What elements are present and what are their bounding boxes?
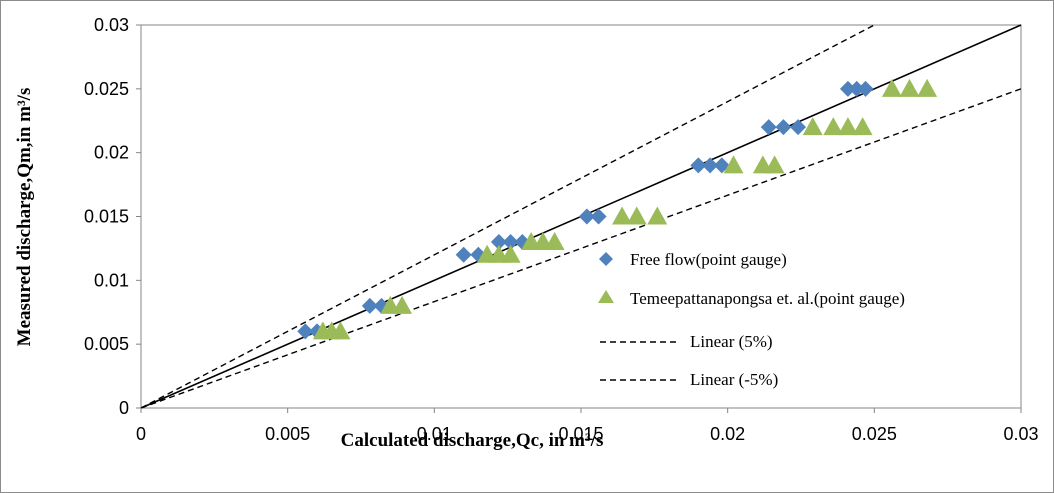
y-tick-label: 0.005: [84, 334, 129, 354]
temeepattanapongsa-point: [500, 244, 521, 263]
legend: Free flow(point gauge) Temeepattanapongs…: [598, 250, 905, 389]
legend-triangle-marker: [598, 290, 614, 303]
x-tick-label: 0.03: [1003, 424, 1038, 444]
x-tick-label: 0: [136, 424, 146, 444]
x-tick-label: 0.01: [417, 424, 452, 444]
ticks-layer: 0 0.005 0.01 0.015 0.02 0.025 0.03 0 0.005 0.01 0.…: [84, 15, 1039, 444]
y-tick-label: 0.025: [84, 79, 129, 99]
temeepattanapongsa-point: [881, 78, 902, 97]
legend-diamond-marker: [599, 252, 613, 266]
temeepattanapongsa-point: [899, 78, 920, 97]
y-tick-label: 0.01: [94, 270, 129, 290]
temeepattanapongsa-point: [612, 206, 633, 225]
temeepattanapongsa-point: [837, 117, 858, 136]
legend-label-free-flow: Free flow(point gauge): [630, 250, 787, 269]
free-flow-point: [361, 297, 378, 314]
temeepattanapongsa-point: [852, 117, 873, 136]
free-flow-point: [690, 157, 707, 174]
legend-item-free-flow: Free flow(point gauge): [599, 250, 787, 269]
y-tick-label: 0.015: [84, 207, 129, 227]
legend-label-linear-5: Linear (5%): [690, 332, 773, 351]
free-flow-point: [760, 119, 777, 136]
y-axis-title: Measured discharge,Qm,in m³/s: [14, 88, 35, 347]
y-tick-label: 0.02: [94, 143, 129, 163]
temeepattanapongsa-point: [330, 321, 351, 340]
legend-item-linear-5: Linear (5%): [600, 332, 773, 351]
free-flow-point: [775, 119, 792, 136]
x-tick-label: 0.02: [710, 424, 745, 444]
free-flow-point: [455, 246, 472, 263]
legend-label-temeepattanapongsa: Temeepattanapongsa et. al.(point gauge): [630, 289, 905, 308]
x-tick-label: 0.015: [558, 424, 603, 444]
free-flow-point: [590, 208, 607, 225]
free-flow-point: [848, 80, 865, 97]
free-flow-point: [790, 119, 807, 136]
free-flow-point: [578, 208, 595, 225]
temeepattanapongsa-point: [764, 155, 785, 174]
temeepattanapongsa-point: [544, 232, 565, 251]
y-tick-label: 0.03: [94, 15, 129, 35]
free-flow-point: [297, 323, 314, 340]
temeepattanapongsa-point: [392, 295, 413, 314]
linear-minus5-line: [140, 88, 1022, 409]
free-flow-point: [502, 234, 519, 251]
linear-plus5-line: [140, 24, 875, 409]
x-tick-label: 0.025: [852, 424, 897, 444]
free-flow-point: [702, 157, 719, 174]
temeepattanapongsa-point: [823, 117, 844, 136]
temeepattanapongsa-point: [647, 206, 668, 225]
temeepattanapongsa-point: [917, 78, 938, 97]
legend-item-linear-minus-5: Linear (-5%): [600, 370, 778, 389]
series-layer: [140, 24, 1022, 409]
temeepattanapongsa-point: [723, 155, 744, 174]
free-flow-point: [857, 80, 874, 97]
free-flow-point: [839, 80, 856, 97]
x-axis-title: Calculated discharge,Qc, in m³/s: [341, 430, 604, 451]
temeepattanapongsa-point: [626, 206, 647, 225]
legend-label-linear-minus-5: Linear (-5%): [690, 370, 778, 389]
x-tick-label: 0.005: [265, 424, 310, 444]
y-tick-label: 0: [119, 398, 129, 418]
free-flow-point: [490, 234, 507, 251]
legend-item-temeepattanapongsa: Temeepattanapongsa et. al.(point gauge): [598, 289, 905, 308]
temeepattanapongsa-point: [802, 117, 823, 136]
